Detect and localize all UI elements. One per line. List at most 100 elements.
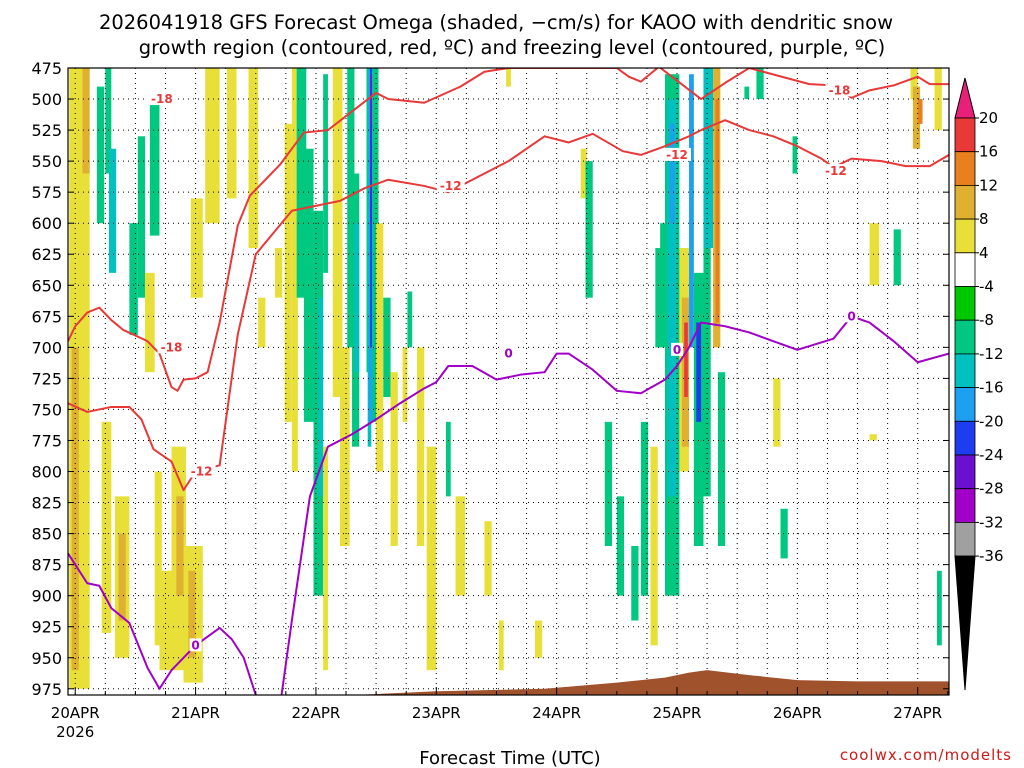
omega-cell-88 <box>893 229 901 286</box>
omega-cell-54 <box>484 521 492 596</box>
omega-cell-85 <box>792 136 798 174</box>
omega-cell-80 <box>717 372 726 547</box>
y-tick-label-875: 875 <box>31 556 62 575</box>
x-tick-label-4: 24APR <box>532 704 581 722</box>
omega-cell-53 <box>455 496 466 596</box>
contour-label-0-2: -18 <box>829 83 851 97</box>
contour-label-2-1: 0 <box>504 347 512 361</box>
omega-cell-33 <box>332 68 343 398</box>
contour-label-2-3: 0 <box>847 309 855 323</box>
contour-label-1-2: -12 <box>666 148 688 162</box>
omega-cell-3 <box>96 86 105 224</box>
omega-cell-16 <box>176 496 184 596</box>
omega-cell-47 <box>390 372 398 547</box>
colorbar-bin-8 <box>954 387 976 422</box>
omega-cell-51 <box>426 446 437 671</box>
omega-cell-64 <box>650 446 658 646</box>
y-tick-label-700: 700 <box>31 338 62 357</box>
omega-cell-24 <box>275 248 283 298</box>
colorbar-bin-1 <box>954 151 976 186</box>
chart-title-line-1: 2026041918 GFS Forecast Omega (shaded, −… <box>99 11 893 34</box>
contour-label-bg-2-2 <box>670 342 683 356</box>
x-tick-label-1: 21APR <box>171 704 220 722</box>
colorbar-bin-12 <box>954 522 976 557</box>
omega-cell-12 <box>145 272 155 373</box>
omega-cell-49 <box>407 291 413 348</box>
y-tick-label-500: 500 <box>31 90 62 109</box>
omega-cell-73 <box>689 74 694 348</box>
colorbar-bin-2 <box>954 184 976 220</box>
y-tick-label-525: 525 <box>31 121 62 140</box>
colorbar-label-12: -32 <box>979 513 1004 531</box>
colorbar-bin-0 <box>954 117 976 153</box>
omega-cell-34 <box>340 347 350 547</box>
omega-cell-23 <box>258 297 266 348</box>
x-tick-label-5: 25APR <box>653 704 702 722</box>
omega-cell-43 <box>370 74 372 124</box>
omega-cell-30 <box>318 297 324 497</box>
omega-cell-14 <box>159 570 172 671</box>
y-tick-label-950: 950 <box>31 649 62 668</box>
x-tick-label-2: 22APR <box>292 704 341 722</box>
omega-cell-9 <box>129 223 138 335</box>
omega-cell-93 <box>936 570 942 646</box>
colorbar-label-3: 8 <box>979 210 989 228</box>
omega-cell-63 <box>640 421 649 596</box>
y-tick-label-975: 975 <box>31 680 62 699</box>
omega-cell-87 <box>869 434 877 441</box>
omega-cell-10 <box>137 136 146 298</box>
omega-cell-58 <box>580 148 587 199</box>
contour-label-bg-2-3 <box>845 309 858 323</box>
credit-link[interactable]: coolwx.com/modelts <box>840 746 1012 764</box>
omega-cell-59 <box>585 161 593 298</box>
colorbar-label-7: -12 <box>979 345 1004 363</box>
x-tick-label-3: 23APR <box>412 704 461 722</box>
omega-cell-50 <box>417 347 425 547</box>
omega-cell-2 <box>82 68 90 174</box>
contour-label-2-0: 0 <box>191 638 199 652</box>
omega-cell-61 <box>616 496 625 596</box>
x-tick-sublabel-0: 2026 <box>56 723 94 741</box>
colorbar-label-11: -28 <box>979 480 1004 498</box>
omega-cell-5 <box>108 148 117 273</box>
colorbar-label-8: -16 <box>979 379 1004 397</box>
omega-cell-11 <box>149 99 160 236</box>
colorbar-bin-9 <box>954 420 976 456</box>
omega-cell-90 <box>912 86 921 149</box>
y-tick-label-900: 900 <box>31 587 62 606</box>
omega-cell-42 <box>370 74 372 224</box>
y-tick-label-475: 475 <box>31 59 62 78</box>
colorbar-label-6: -8 <box>979 311 994 329</box>
contour-label-bg-1-3 <box>821 164 850 178</box>
omega-cell-46 <box>383 297 391 398</box>
colorbar-label-1: 16 <box>979 143 998 161</box>
contour-label-bg-1-1 <box>436 178 465 192</box>
colorbar-label-0: 20 <box>979 109 998 127</box>
omega-cell-91 <box>917 99 923 124</box>
contour-label-0-0: -18 <box>151 92 173 106</box>
contour-label-1-3: -12 <box>825 164 847 178</box>
contour-label-1-0: -12 <box>191 465 213 479</box>
omega-cell-21 <box>226 68 237 199</box>
omega-cell-20 <box>205 68 220 224</box>
colorbar-label-10: -24 <box>979 446 1004 464</box>
contour-label-bg-0-0 <box>147 92 176 106</box>
y-tick-label-675: 675 <box>31 307 62 326</box>
x-tick-label-0: 20APR <box>51 704 100 722</box>
omega-cell-55 <box>498 620 504 671</box>
colorbar-label-5: -4 <box>979 278 994 296</box>
contour-label-0-1: -18 <box>161 340 183 354</box>
contour-line-2 <box>68 315 949 695</box>
x-tick-label-7: 27APR <box>893 704 942 722</box>
omega-cell-68 <box>667 99 677 497</box>
contour-label-bg-0-1 <box>157 340 186 354</box>
contour-line-1 <box>68 119 949 492</box>
x-axis-label: Forecast Time (UTC) <box>419 748 600 768</box>
colorbar-bin-6 <box>954 319 976 355</box>
omega-cell-32 <box>323 446 328 671</box>
omega-cell-60 <box>604 421 613 547</box>
omega-cell-69 <box>669 123 675 224</box>
contour-label-bg-2-1 <box>502 346 515 360</box>
omega-cell-75 <box>696 322 702 422</box>
omega-cell-22 <box>248 68 259 249</box>
